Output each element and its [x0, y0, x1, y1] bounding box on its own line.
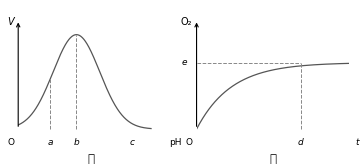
Text: O₂: O₂ [180, 17, 191, 27]
Text: c: c [129, 138, 134, 147]
Text: O: O [7, 138, 15, 147]
Text: t: t [356, 138, 359, 147]
Text: b: b [74, 138, 79, 147]
Text: a: a [47, 138, 53, 147]
Text: e: e [182, 58, 187, 67]
Text: 甲: 甲 [87, 153, 95, 164]
Text: O: O [185, 138, 193, 147]
Text: 乙: 乙 [269, 153, 277, 164]
Text: d: d [298, 138, 303, 147]
Text: V: V [8, 17, 14, 27]
Text: pH: pH [170, 138, 182, 147]
